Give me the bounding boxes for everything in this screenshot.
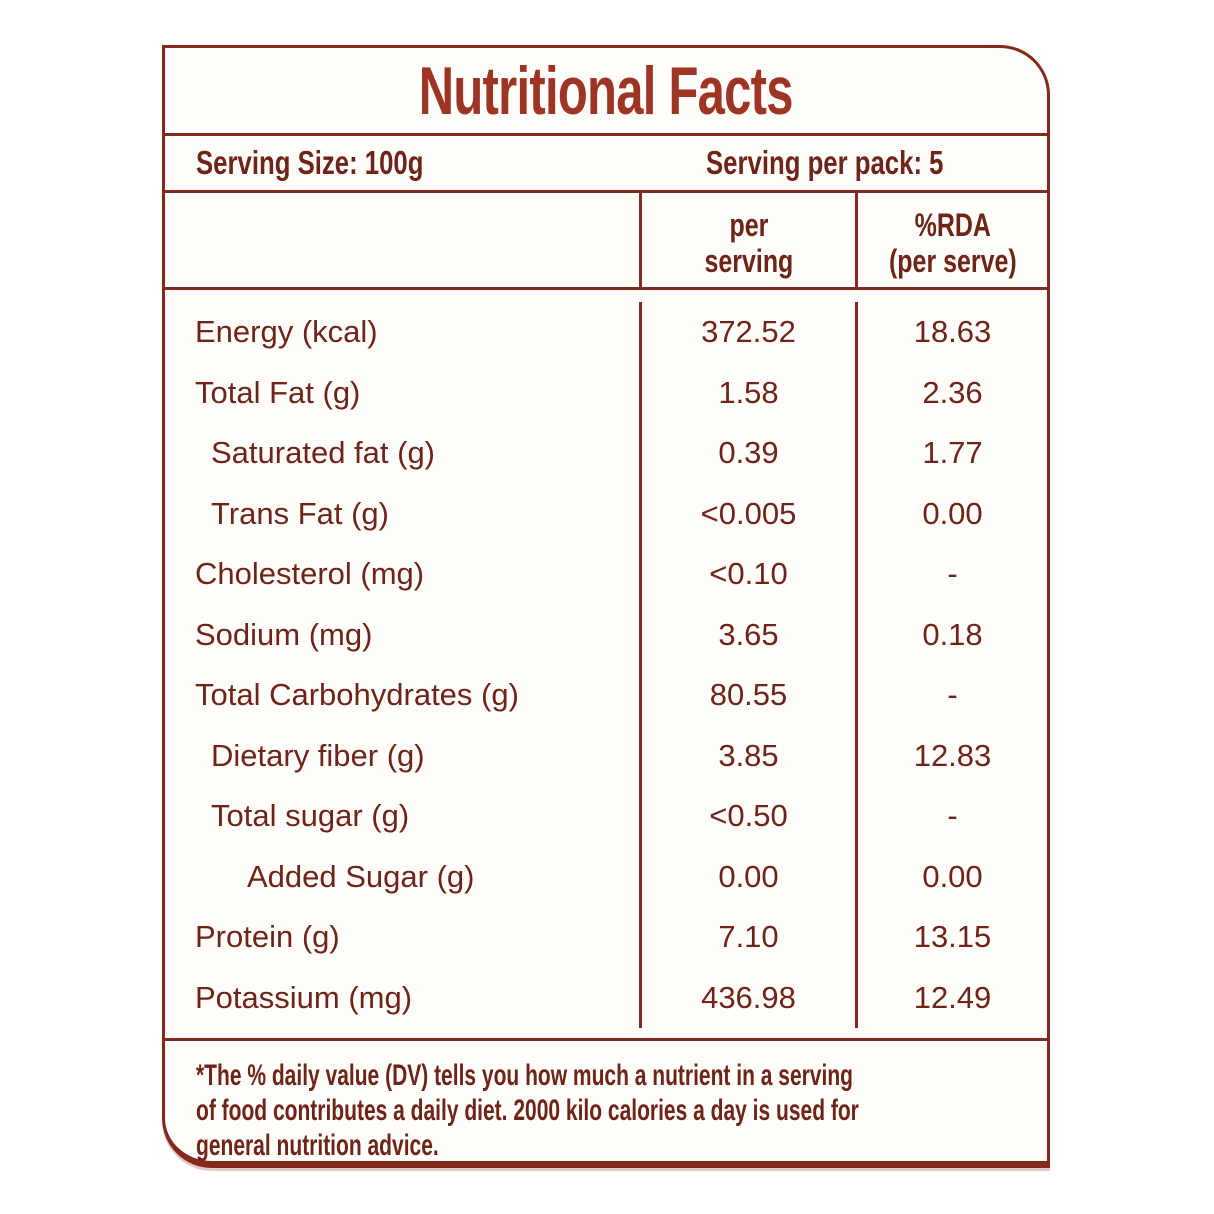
rda-line1: %RDA: [914, 207, 991, 243]
per-serving-value: 0.00: [639, 846, 855, 907]
rda-value: -: [855, 786, 1047, 847]
footnote-line: general nutrition advice.: [196, 1129, 439, 1162]
nutrient-label: Sodium (mg): [195, 616, 373, 652]
nutrient-label: Total Fat (g): [195, 374, 361, 410]
nutrient-label: Trans Fat (g): [211, 495, 389, 531]
serving-row: Serving Size: 100g Serving per pack: 5: [165, 136, 1047, 193]
nutrient-label: Dietary fiber (g): [211, 737, 425, 773]
per-serving-value: 0.39: [639, 423, 855, 484]
per-serving-line1: per: [729, 207, 768, 243]
per-serving-value: <0.10: [639, 544, 855, 605]
nutrition-facts-label: Nutritional Facts Serving Size: 100g Ser…: [162, 45, 1050, 1168]
serving-size-text: Serving Size: 100g: [196, 144, 424, 181]
rda-value: 0.00: [855, 483, 1047, 544]
per-serving-value: 3.65: [639, 604, 855, 665]
nutrition-table-body: Energy (kcal) 372.52 18.63 Total Fat (g)…: [165, 290, 1047, 1038]
nutrient-label: Total Carbohydrates (g): [195, 677, 519, 713]
nutrient-label: Total sugar (g): [211, 798, 410, 834]
rda-line2: (per serve): [888, 243, 1017, 279]
per-serving-value: 372.52: [639, 302, 855, 363]
rda-value: 1.77: [855, 423, 1047, 484]
per-serving-value: 80.55: [639, 665, 855, 726]
per-serving-value: 3.85: [639, 725, 855, 786]
per-serving-line2: serving: [704, 243, 793, 279]
nutrient-label: Cholesterol (mg): [195, 556, 425, 592]
column-header-per-serving: per serving: [639, 193, 855, 287]
rda-value: 0.18: [855, 604, 1047, 665]
rda-value: 13.15: [855, 907, 1047, 968]
rda-value: 18.63: [855, 302, 1047, 363]
rda-value: 12.83: [855, 725, 1047, 786]
nutrient-label: Protein (g): [195, 919, 340, 955]
rda-value: 12.49: [855, 967, 1047, 1028]
nutrient-label: Energy (kcal): [195, 314, 378, 350]
serving-per-pack-text: Serving per pack: 5: [706, 144, 944, 181]
per-serving-value: 7.10: [639, 907, 855, 968]
label-header: Nutritional Facts: [165, 48, 1047, 136]
rda-value: -: [855, 665, 1047, 726]
per-serving-value: 1.58: [639, 362, 855, 423]
rda-value: -: [855, 544, 1047, 605]
per-serving-value: <0.50: [639, 786, 855, 847]
column-header-blank: [165, 193, 639, 287]
nutrient-label: Potassium (mg): [195, 979, 413, 1015]
footnote-line: of food contributes a daily diet. 2000 k…: [196, 1094, 859, 1127]
nutrient-label: Added Sugar (g): [247, 858, 475, 894]
column-header-rda: %RDA (per serve): [855, 193, 1047, 287]
per-serving-value: <0.005: [639, 483, 855, 544]
footnote: *The % daily value (DV) tells you how mu…: [165, 1038, 1047, 1163]
column-header-row: per serving %RDA (per serve): [165, 193, 1047, 290]
per-serving-value: 436.98: [639, 967, 855, 1028]
rda-value: 0.00: [855, 846, 1047, 907]
footnote-line: *The % daily value (DV) tells you how mu…: [196, 1059, 853, 1092]
nutrient-label: Saturated fat (g): [211, 435, 436, 471]
page-title: Nutritional Facts: [418, 52, 794, 129]
rda-value: 2.36: [855, 362, 1047, 423]
